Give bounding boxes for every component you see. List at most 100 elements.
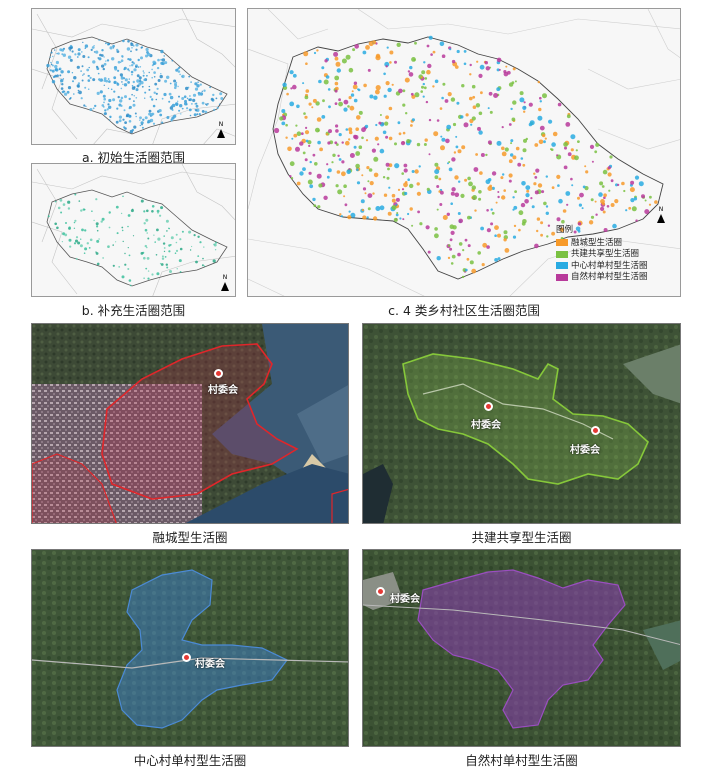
- range-speck: [106, 59, 110, 62]
- range-speck: [447, 256, 451, 260]
- range-speck: [107, 87, 110, 90]
- range-speck: [397, 188, 401, 191]
- range-speck: [522, 148, 527, 153]
- range-speck: [120, 61, 122, 63]
- range-speck: [393, 217, 398, 222]
- range-speck: [144, 228, 148, 232]
- range-speck: [56, 74, 59, 77]
- north-arrow-b: N: [218, 274, 232, 291]
- range-speck: [404, 77, 410, 83]
- range-speck: [154, 241, 156, 243]
- range-speck: [545, 211, 549, 215]
- range-speck: [108, 43, 111, 46]
- range-speck: [145, 54, 148, 58]
- range-speck: [537, 183, 543, 188]
- range-speck: [127, 68, 130, 71]
- range-speck: [475, 103, 481, 108]
- range-speck: [607, 172, 612, 177]
- range-speck: [433, 131, 439, 137]
- range-speck: [151, 98, 154, 101]
- range-speck: [140, 199, 144, 203]
- range-speck: [201, 264, 204, 267]
- range-speck: [471, 268, 477, 274]
- range-speck: [148, 88, 151, 91]
- range-speck: [153, 63, 155, 66]
- range-speck: [50, 63, 53, 66]
- range-speck: [341, 141, 344, 144]
- range-speck: [115, 241, 117, 243]
- range-speck: [181, 230, 184, 233]
- range-speck: [155, 254, 158, 256]
- range-speck: [215, 241, 217, 244]
- range-speck: [305, 89, 310, 93]
- range-speck: [365, 45, 370, 50]
- range-speck: [46, 63, 50, 68]
- range-speck: [313, 51, 317, 55]
- range-speck: [480, 91, 483, 95]
- range-speck: [108, 80, 111, 83]
- range-speck: [470, 123, 473, 126]
- range-speck: [504, 147, 509, 152]
- range-speck: [584, 165, 587, 168]
- range-speck: [47, 215, 50, 218]
- range-speck: [449, 247, 453, 251]
- range-speck: [496, 87, 501, 92]
- range-speck: [81, 51, 83, 53]
- range-speck: [121, 275, 125, 279]
- range-speck: [189, 95, 191, 97]
- range-speck: [638, 181, 644, 187]
- range-speck: [603, 193, 607, 197]
- range-speck: [442, 82, 446, 86]
- range-speck: [590, 215, 595, 219]
- range-speck: [179, 247, 183, 251]
- range-speck: [139, 124, 141, 127]
- range-speck: [421, 70, 426, 75]
- range-speck: [548, 119, 553, 124]
- range-speck: [384, 61, 390, 67]
- range-speck: [426, 69, 431, 75]
- range-speck: [133, 100, 135, 102]
- range-speck: [468, 181, 473, 187]
- range-speck: [508, 159, 513, 164]
- range-speck: [372, 40, 377, 45]
- range-speck: [434, 162, 439, 167]
- range-speck: [108, 211, 111, 214]
- range-speck: [209, 86, 212, 89]
- range-speck: [444, 99, 449, 103]
- range-speck: [179, 238, 182, 241]
- range-speck: [285, 123, 288, 127]
- range-speck: [59, 68, 61, 70]
- range-speck: [103, 62, 107, 66]
- range-speck: [115, 120, 119, 124]
- range-speck: [282, 113, 285, 116]
- range-speck: [379, 114, 382, 116]
- range-speck: [466, 257, 470, 261]
- range-speck: [312, 153, 316, 157]
- range-speck: [464, 178, 468, 182]
- range-speck: [410, 92, 414, 96]
- range-speck: [103, 112, 106, 115]
- range-speck: [120, 76, 124, 80]
- north-label: N: [222, 274, 228, 281]
- range-speck: [121, 55, 124, 58]
- range-speck: [577, 222, 582, 226]
- range-speck: [289, 70, 294, 75]
- range-speck: [88, 66, 90, 69]
- range-speck: [136, 79, 140, 83]
- range-speck: [127, 214, 131, 217]
- range-speck: [434, 79, 439, 84]
- range-speck: [157, 212, 159, 214]
- range-speck: [395, 203, 398, 206]
- range-speck: [70, 46, 73, 50]
- range-speck: [428, 153, 431, 156]
- range-speck: [594, 200, 597, 203]
- range-speck: [111, 57, 115, 61]
- range-speck: [116, 82, 119, 85]
- range-speck: [634, 175, 640, 180]
- range-speck: [512, 196, 515, 199]
- range-speck: [54, 68, 58, 72]
- range-speck: [490, 208, 493, 211]
- range-speck: [86, 242, 89, 245]
- range-speck: [508, 123, 512, 126]
- range-speck: [95, 198, 98, 201]
